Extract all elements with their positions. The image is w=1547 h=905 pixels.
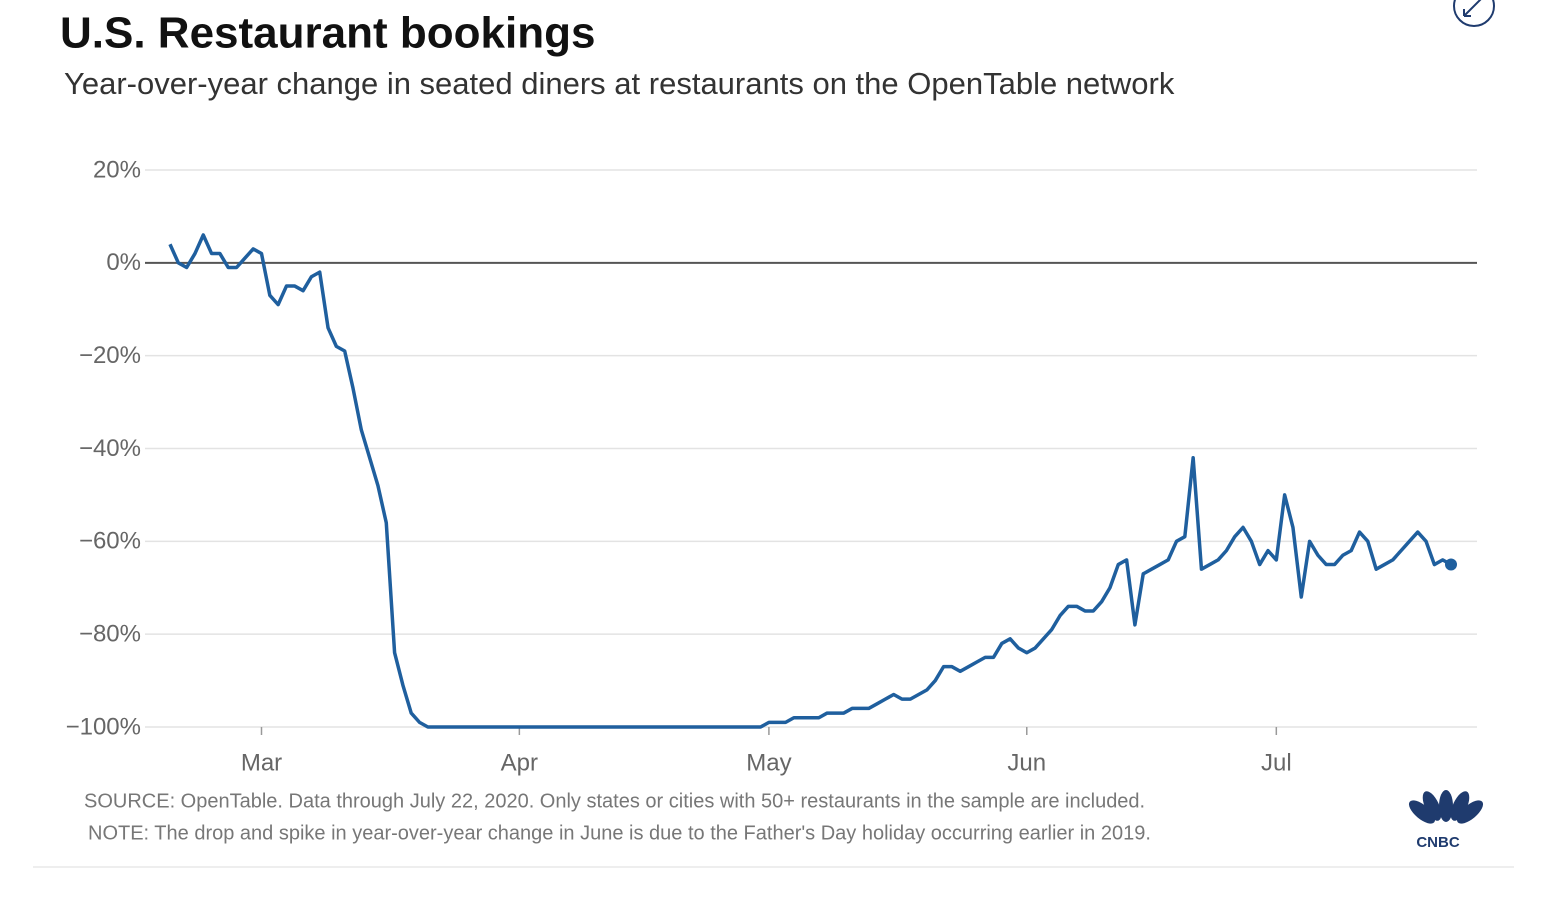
y-tick-label: −20%: [79, 342, 141, 369]
cnbc-logo: CNBC: [1408, 790, 1484, 851]
logo-feather: [1456, 800, 1484, 824]
footnote: NOTE: The drop and spike in year-over-ye…: [88, 822, 1151, 844]
y-tick-label: −40%: [79, 435, 141, 462]
logo-text: CNBC: [1416, 834, 1459, 851]
x-tick-label: Jul: [1261, 749, 1292, 776]
x-tick-label: Apr: [501, 749, 538, 776]
expand-icon[interactable]: [1453, 0, 1495, 27]
logo-feather: [1408, 800, 1436, 824]
y-tick-label: 0%: [106, 249, 141, 276]
logo-feather: [1439, 790, 1453, 822]
y-tick-label: −60%: [79, 528, 141, 555]
x-tick-label: Jun: [1007, 749, 1046, 776]
end-point: [1445, 558, 1457, 571]
expand-arrow: [1463, 0, 1482, 17]
expand-button[interactable]: [1453, 0, 1495, 27]
logo-feather: [1422, 791, 1442, 821]
y-tick-label: −80%: [79, 621, 141, 648]
chart-subtitle: Year-over-year change in seated diners a…: [64, 66, 1175, 101]
x-tick-label: Mar: [241, 749, 282, 776]
y-tick-label: −100%: [66, 713, 141, 740]
logo-feather: [1450, 791, 1470, 821]
chart-title: U.S. Restaurant bookings: [60, 9, 595, 58]
x-tick-label: May: [746, 749, 791, 776]
series-line: [168, 233, 1452, 729]
y-tick-label: 20%: [93, 156, 141, 183]
source-note: SOURCE: OpenTable. Data through July 22,…: [84, 790, 1145, 812]
